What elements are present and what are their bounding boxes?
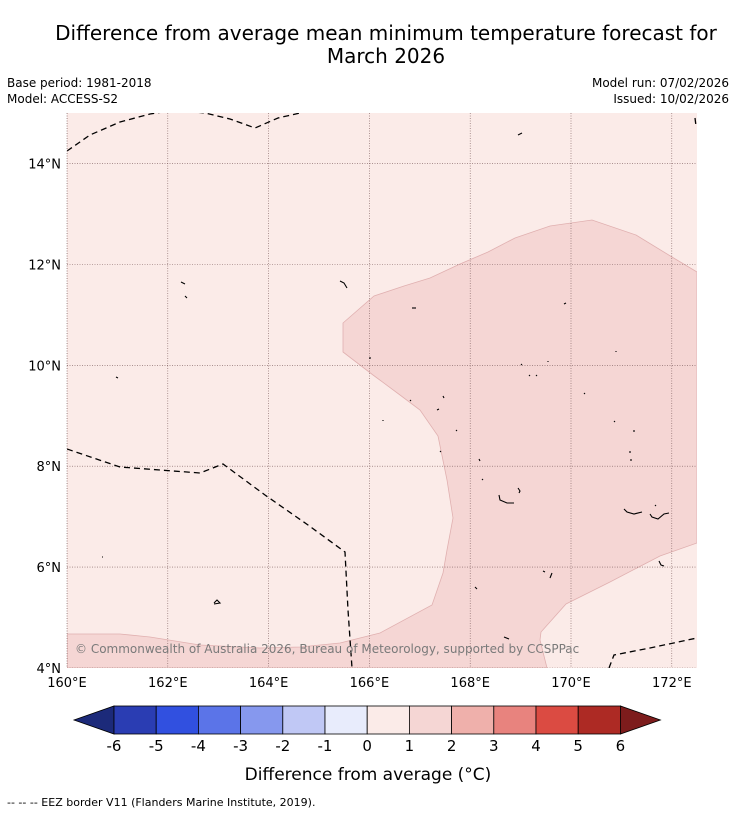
island (649, 512, 670, 520)
longitude-tick-labels: 160°E 162°E 164°E 166°E 168°E 170°E 172°E (47, 676, 691, 691)
eez-border-southeast (608, 637, 697, 668)
colorbar-swatch (577, 705, 621, 735)
island (339, 280, 348, 289)
latitude-tick-label: 10°N (28, 359, 61, 374)
latitude-tick-label: 6°N (37, 561, 62, 576)
colorbar-tick-label: 4 (531, 737, 541, 755)
colorbar-swatch (366, 705, 410, 735)
island (481, 478, 521, 494)
island (503, 636, 510, 640)
title-line-2: March 2026 (326, 44, 446, 68)
map-title: Difference from average mean minimum tem… (0, 22, 736, 68)
colorbar-swatch (493, 705, 537, 735)
colorbar-tick-label: -6 (107, 737, 122, 755)
model-run: Model run: 07/02/2026 (591, 76, 729, 90)
longitude-tick-label: 160°E (47, 676, 87, 691)
colorbar-tick-label: -1 (318, 737, 333, 755)
colorbar-tick-label: -3 (233, 737, 248, 755)
colorbar-extend-low (72, 705, 115, 735)
island (115, 357, 371, 379)
island (583, 351, 617, 395)
colorbar-tick-label: -5 (149, 737, 164, 755)
island (623, 508, 643, 515)
map-field (67, 113, 697, 668)
colorbar-swatch (451, 705, 495, 735)
colorbar-label: Difference from average (°C) (245, 765, 492, 785)
copyright-text: © Commonwealth of Australia 2026, Bureau… (75, 642, 579, 656)
map-gridlines (67, 113, 697, 668)
meta-right: Model run: 07/02/2026 Issued: 10/02/2026 (592, 75, 729, 107)
island (520, 361, 549, 377)
colorbar-swatch (197, 705, 241, 735)
island (563, 302, 567, 305)
base-period: Base period: 1981-2018 (7, 76, 152, 90)
colorbar-tick-label: -2 (275, 737, 290, 755)
longitude-tick-label: 170°E (551, 676, 591, 691)
colorbar-swatch (240, 705, 284, 735)
island (439, 450, 632, 462)
island (654, 504, 665, 567)
latitude-tick-label: 12°N (28, 258, 61, 273)
island (455, 420, 635, 432)
title-line-1: Difference from average mean minimum tem… (55, 21, 717, 45)
colorbar-tick-label: 2 (447, 737, 457, 755)
anomaly-zone-1-to-2 (67, 219, 697, 668)
forecast-map: © Commonwealth of Australia 2026, Bureau… (28, 113, 697, 785)
colorbar: -6 -5 -4 -3 -2 -1 0 1 2 3 4 5 6 (72, 705, 662, 755)
longitude-tick-label: 162°E (148, 676, 188, 691)
latitude-tick-labels: 4°N 6°N 8°N 10°N 12°N 14°N (28, 157, 61, 677)
colorbar-swatch (282, 705, 326, 735)
longitude-tick-label: 164°E (249, 676, 289, 691)
island (180, 281, 188, 299)
eez-footnote: -- -- -- EEZ border V11 (Flanders Marine… (7, 796, 316, 809)
eez-borders (67, 113, 697, 668)
latitude-tick-label: 14°N (28, 157, 61, 172)
colorbar-swatch (324, 705, 368, 735)
island (213, 599, 222, 605)
latitude-tick-label: 8°N (37, 460, 62, 475)
island (474, 586, 478, 590)
latitude-tick-label: 4°N (37, 662, 62, 677)
colorbar-swatch (155, 705, 199, 735)
island (382, 395, 445, 421)
eez-border-north (67, 113, 301, 152)
eez-border-west (67, 448, 353, 668)
colorbar-tick-label: 6 (616, 737, 626, 755)
longitude-tick-label: 172°E (652, 676, 692, 691)
colorbar-tick-label: 5 (573, 737, 583, 755)
colorbar-tick-label: -4 (191, 737, 206, 755)
islands (102, 132, 670, 640)
longitude-tick-label: 166°E (350, 676, 390, 691)
island (517, 132, 523, 136)
colorbar-tick-label: 3 (489, 737, 499, 755)
colorbar-tick-label: 0 (362, 737, 372, 755)
model-name: Model: ACCESS-S2 (7, 92, 119, 106)
island (102, 556, 553, 579)
island (498, 494, 514, 504)
colorbar-extend-high (620, 705, 662, 735)
eez-border-northeast (694, 117, 697, 127)
colorbar-swatch (408, 705, 452, 735)
issued-date: Issued: 10/02/2026 (613, 92, 729, 106)
colorbar-tick-label: 1 (405, 737, 415, 755)
colorbar-swatch (535, 705, 579, 735)
meta-left: Base period: 1981-2018 Model: ACCESS-S2 (7, 75, 152, 107)
longitude-tick-label: 168°E (450, 676, 490, 691)
colorbar-swatch (113, 705, 157, 735)
